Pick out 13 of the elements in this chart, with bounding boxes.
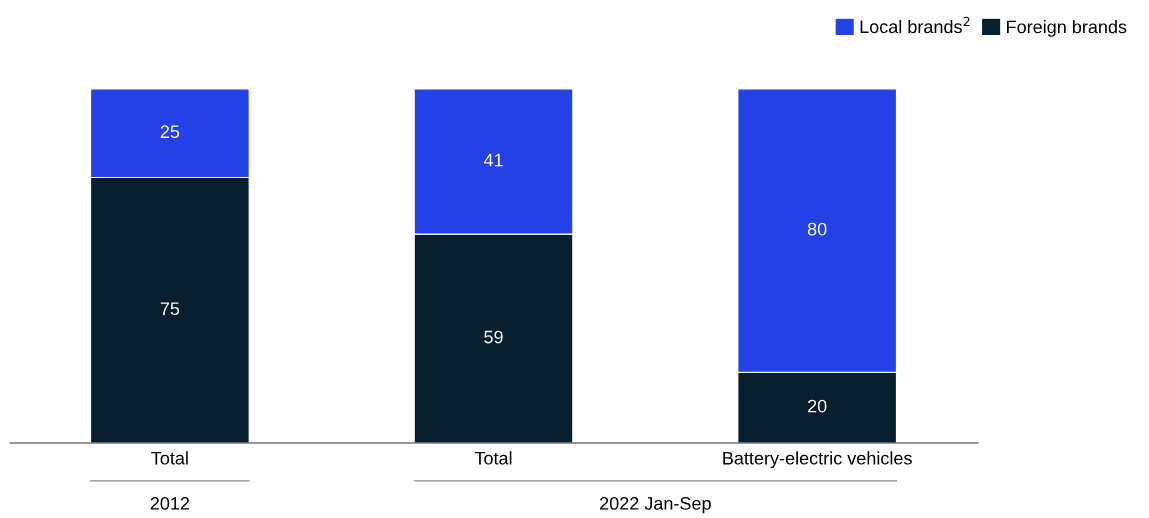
- x-tick-label: Total: [151, 451, 188, 465]
- text: 2012: [150, 497, 190, 510]
- data-label: 41: [483, 153, 503, 167]
- x-tick-label: Total: [474, 451, 512, 465]
- data-label: 20: [808, 399, 827, 413]
- legend-label: Foreign brands: [1007, 20, 1127, 37]
- x-tick-label: Battery-electric vehicles: [723, 451, 912, 469]
- data-label: 59: [484, 330, 503, 344]
- data-label: 75: [160, 302, 180, 316]
- text: 2022 Jan-Sep: [600, 497, 711, 514]
- data-label: 80: [807, 222, 827, 236]
- legend-label: Local brands$^{2}$: [860, 16, 970, 34]
- data-label: 25: [160, 125, 180, 139]
